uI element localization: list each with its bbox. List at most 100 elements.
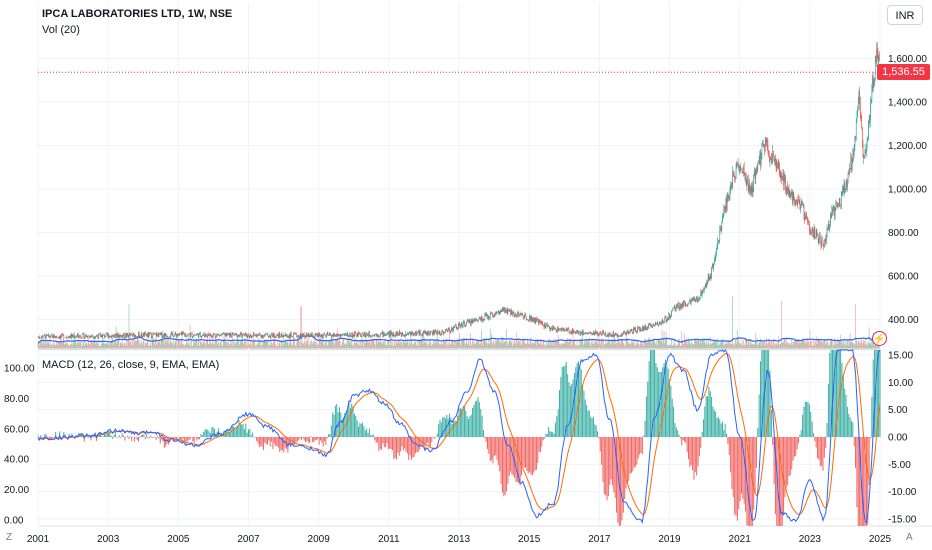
candle-body — [370, 336, 372, 337]
timezone-toggle[interactable]: Z — [6, 532, 13, 543]
candle-body — [436, 332, 437, 335]
candle-body — [314, 336, 315, 337]
candle-body — [867, 139, 869, 142]
macd-histogram-bar — [754, 437, 756, 494]
candle-body — [119, 335, 120, 338]
candle-body — [504, 307, 506, 313]
macd-histogram-bar — [317, 437, 319, 439]
macd-histogram-bar — [438, 424, 440, 437]
macd-legend[interactable]: MACD (12, 26, close, 9, EMA, EMA) — [42, 359, 220, 371]
candle-body — [542, 324, 544, 326]
candle-body — [117, 333, 119, 338]
macd-histogram-bar — [730, 437, 732, 473]
candle-body — [625, 333, 627, 334]
candle-body — [343, 334, 345, 336]
candle-body — [274, 333, 275, 337]
macd-histogram-bar — [468, 419, 470, 437]
candle-body — [319, 333, 321, 336]
macd-histogram-bar — [291, 437, 293, 442]
candle-body — [392, 333, 393, 337]
candle-body — [697, 301, 699, 302]
candle-body — [231, 332, 233, 338]
volume-legend[interactable]: Vol (20) — [42, 24, 80, 36]
candle-body — [443, 331, 444, 334]
macd-histogram-bar — [295, 437, 297, 443]
candle-body — [662, 319, 664, 323]
candle-body — [185, 334, 186, 336]
candle-body — [781, 174, 782, 180]
macd-histogram-bar — [470, 414, 472, 437]
candle-body — [426, 332, 428, 335]
macd-histogram-bar — [309, 437, 311, 444]
macd-left-tick-label: 60.00 — [4, 424, 29, 435]
candle-body — [102, 334, 103, 338]
candle-body — [142, 333, 144, 337]
macd-histogram-bar — [810, 411, 812, 437]
macd-histogram-bar — [626, 437, 628, 484]
candle-body — [78, 336, 80, 338]
candle-body — [803, 205, 805, 217]
candle-body — [805, 216, 806, 221]
macd-histogram-bar — [697, 437, 699, 467]
candle-body — [576, 330, 578, 332]
candle-body — [430, 331, 432, 332]
candle-body — [54, 337, 56, 339]
candle-body — [707, 274, 709, 283]
candle-body — [405, 334, 407, 336]
macd-histogram-bar — [394, 437, 396, 458]
candle-body — [644, 325, 646, 330]
macd-histogram-bar — [602, 437, 604, 483]
macd-histogram-bar — [117, 437, 119, 438]
candle-body — [403, 335, 404, 336]
candle-body — [549, 327, 551, 331]
candle-body — [227, 333, 229, 335]
candle-body — [72, 334, 73, 337]
candle-body — [578, 331, 580, 333]
candle-body — [542, 322, 543, 325]
candle-body — [746, 181, 748, 187]
currency-selector[interactable]: INR — [887, 5, 923, 25]
candle-body — [789, 194, 790, 197]
candle-body — [828, 223, 829, 229]
candle-body — [169, 336, 171, 338]
candle-body — [271, 333, 272, 335]
candle-body — [859, 91, 860, 103]
macd-histogram-bar — [124, 437, 126, 441]
auto-scale-toggle[interactable]: A — [906, 532, 913, 543]
candle-body — [669, 313, 670, 319]
macd-histogram-bar — [147, 437, 149, 439]
candle-body — [552, 325, 554, 331]
candle-body — [679, 303, 680, 309]
candle-body — [422, 334, 423, 336]
candle-body — [506, 309, 508, 314]
lightning-icon[interactable]: ⚡ — [872, 331, 887, 346]
candle-body — [597, 335, 599, 336]
price-tick-label: 1,000.00 — [888, 185, 927, 196]
macd-histogram-bar — [262, 437, 264, 451]
candle-body — [754, 171, 756, 179]
candle-body — [726, 195, 728, 209]
macd-histogram-bar — [102, 436, 104, 437]
candle-body — [298, 335, 300, 338]
candle-body — [738, 164, 740, 172]
candle-body — [58, 337, 59, 339]
macd-histogram-bar — [189, 437, 191, 440]
macd-histogram-bar — [487, 437, 489, 450]
candle-body — [83, 333, 84, 335]
candle-body — [199, 332, 200, 334]
candle-body — [790, 194, 791, 198]
candle-body — [303, 333, 304, 336]
candle-body — [412, 333, 414, 336]
candle-body — [489, 312, 491, 318]
candle-body — [474, 319, 475, 321]
candle-body — [694, 298, 695, 301]
macd-histogram-bar — [758, 394, 760, 437]
candle-body — [683, 301, 685, 307]
candle-body — [876, 49, 878, 52]
symbol-title[interactable]: IPCA LABORATORIES LTD, 1W, NSE — [42, 8, 233, 20]
candle-body — [760, 159, 762, 165]
macd-histogram-bar — [636, 437, 638, 465]
macd-histogram-bar — [784, 437, 786, 498]
macd-histogram-bar — [879, 350, 881, 437]
